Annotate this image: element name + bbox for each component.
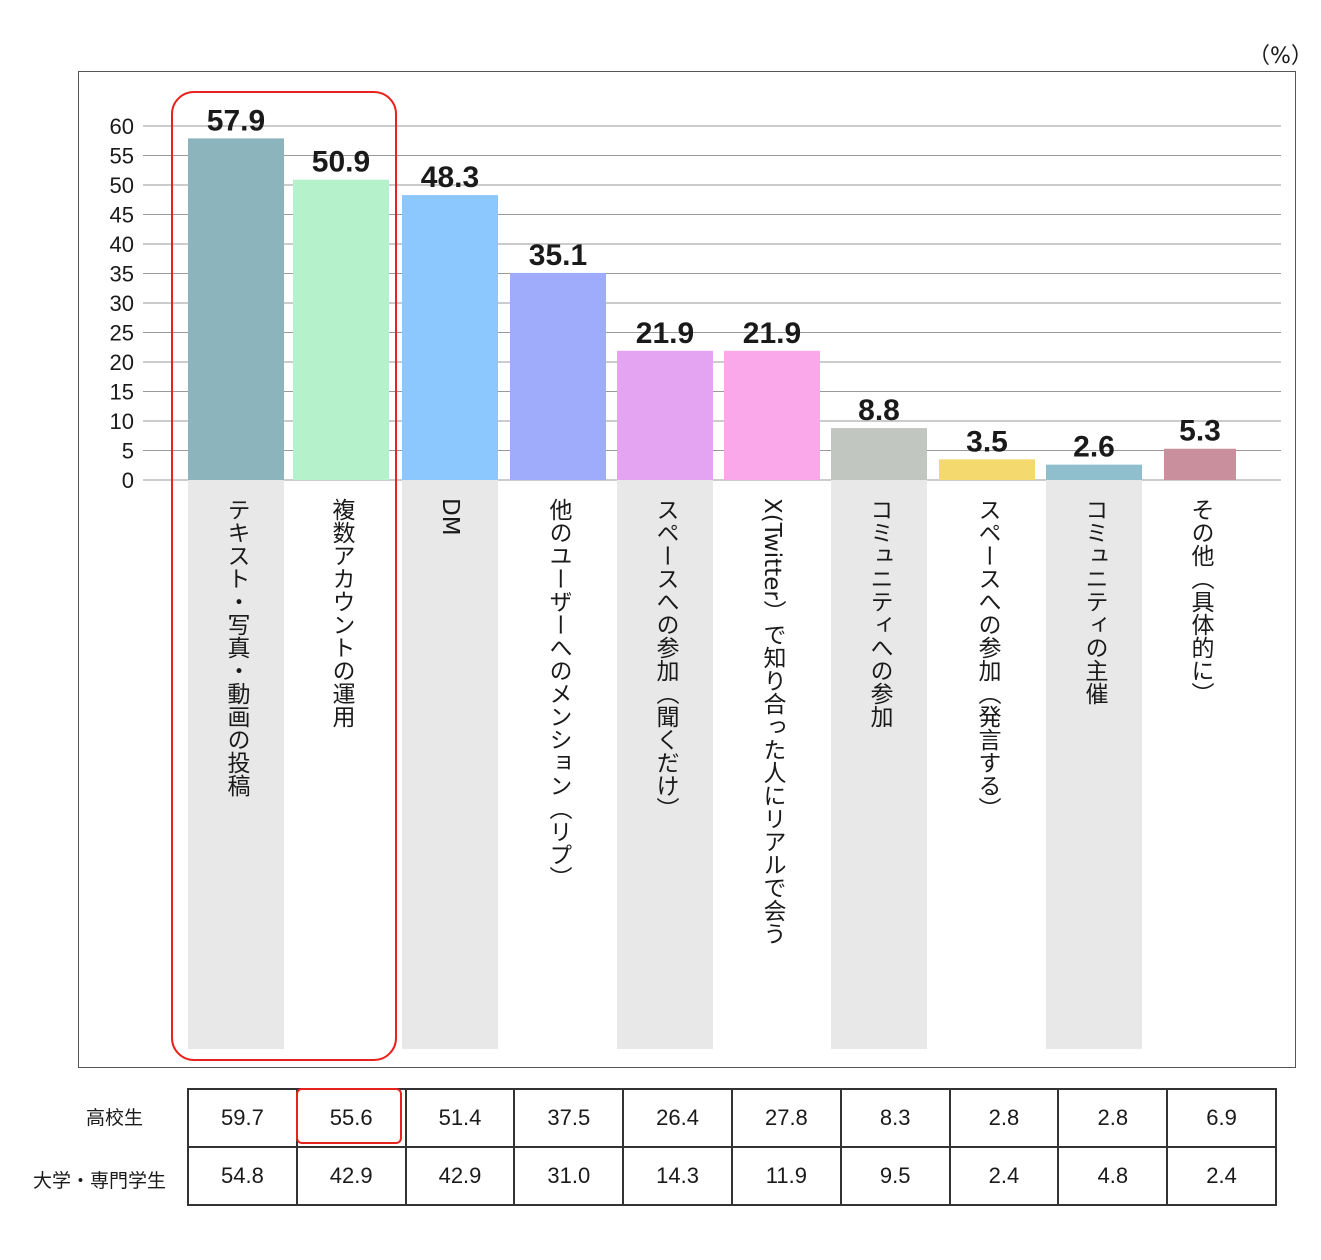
table-cell: 2.4 xyxy=(1166,1146,1277,1206)
bar xyxy=(724,350,820,480)
y-tick-label: 0 xyxy=(122,468,134,493)
table-cell: 9.5 xyxy=(839,1146,951,1206)
highlight-frame xyxy=(171,91,397,1061)
bar xyxy=(510,272,606,480)
table-cell: 2.8 xyxy=(948,1088,1060,1148)
y-tick-label: 55 xyxy=(110,144,134,169)
table-cell: 2.8 xyxy=(1057,1088,1169,1148)
y-tick-label: 5 xyxy=(122,439,134,464)
table-cell: 14.3 xyxy=(622,1146,733,1206)
table-cell: 42.9 xyxy=(404,1146,516,1206)
table-row: 59.7 55.6 51.4 37.5 26.4 27.8 8.3 2.8 2.8 6.9 xyxy=(187,1088,1277,1148)
category-label: コミュニティの主催 xyxy=(1081,498,1109,705)
table-cell: 37.5 xyxy=(513,1088,625,1148)
category-label-background xyxy=(188,480,284,1049)
table-row-label-university: 大学・専門学生 xyxy=(32,1170,166,1192)
bar-value-label: 8.8 xyxy=(858,394,900,427)
table-cell: 27.8 xyxy=(730,1088,842,1148)
table-row-label-highschool: 高校生 xyxy=(85,1107,143,1129)
table-cell: 2.4 xyxy=(948,1146,1060,1206)
table-cell: 6.9 xyxy=(1166,1088,1277,1148)
category-label: 他のユーザーへのメンション（リプ） xyxy=(545,498,573,889)
bar xyxy=(831,428,927,480)
bar-value-label: 21.9 xyxy=(743,317,801,350)
category-label: コミュニティへの参加 xyxy=(866,498,894,728)
comparison-table: 59.7 55.6 51.4 37.5 26.4 27.8 8.3 2.8 2.8 6.9 54.8… xyxy=(187,1088,1277,1206)
table-cell: 4.8 xyxy=(1057,1146,1169,1206)
table-cell: 55.6 xyxy=(295,1088,407,1148)
y-tick-label: 25 xyxy=(110,321,134,346)
bar xyxy=(293,179,389,480)
table-cell: 54.8 xyxy=(187,1146,298,1206)
bar xyxy=(939,459,1035,480)
category-label-background xyxy=(402,480,498,1049)
bar-value-label: 5.3 xyxy=(1179,415,1221,448)
y-tick-label: 10 xyxy=(110,409,134,434)
bar-value-label: 21.9 xyxy=(636,317,694,350)
y-tick-label: 30 xyxy=(110,291,134,316)
y-tick-label: 60 xyxy=(110,114,134,139)
table-row: 54.8 42.9 42.9 31.0 14.3 11.9 9.5 2.4 4.8 2.4 xyxy=(187,1146,1277,1206)
category-label: 複数アカウントの運用 xyxy=(328,498,356,728)
category-label: スペースへの参加（聞くだけ） xyxy=(652,498,680,820)
bar xyxy=(188,138,284,480)
category-label-background xyxy=(831,480,927,1049)
y-tick-label: 15 xyxy=(110,380,134,405)
table-cell: 31.0 xyxy=(513,1146,625,1206)
y-tick-label: 35 xyxy=(110,262,134,287)
y-tick-label: 20 xyxy=(110,350,134,375)
bar-value-label: 2.6 xyxy=(1073,431,1115,464)
category-label-background xyxy=(617,480,713,1049)
category-label: X(Twitter）で知り合った人にリアルで会う xyxy=(759,498,787,945)
category-label-background xyxy=(1046,480,1142,1049)
bar xyxy=(617,350,713,480)
category-label: その他（具体的に） xyxy=(1187,498,1215,705)
bar xyxy=(1164,448,1236,480)
y-tick-label: 40 xyxy=(110,232,134,257)
y-tick-label: 45 xyxy=(110,203,134,228)
table-cell: 59.7 xyxy=(187,1088,298,1148)
bar-value-label: 3.5 xyxy=(966,425,1008,458)
category-label: スペースへの参加（発言する） xyxy=(974,498,1002,820)
table-cell: 42.9 xyxy=(295,1146,407,1206)
y-tick-label: 50 xyxy=(110,173,134,198)
plot-frame xyxy=(78,71,1296,1068)
table-cell: 51.4 xyxy=(404,1088,516,1148)
unit-label: （%） xyxy=(1248,44,1313,69)
bar-value-label: 48.3 xyxy=(421,161,479,194)
bar xyxy=(1046,464,1142,480)
table-cell: 26.4 xyxy=(622,1088,733,1148)
table-cell: 11.9 xyxy=(730,1146,842,1206)
table-cell: 8.3 xyxy=(839,1088,951,1148)
bar-value-label: 50.9 xyxy=(312,146,370,179)
bar-value-label: 57.9 xyxy=(207,104,265,137)
bar-value-label: 35.1 xyxy=(529,239,587,272)
bar xyxy=(402,195,498,480)
category-label: DM xyxy=(437,498,463,536)
category-label: テキスト・写真・動画の投稿 xyxy=(223,498,251,797)
